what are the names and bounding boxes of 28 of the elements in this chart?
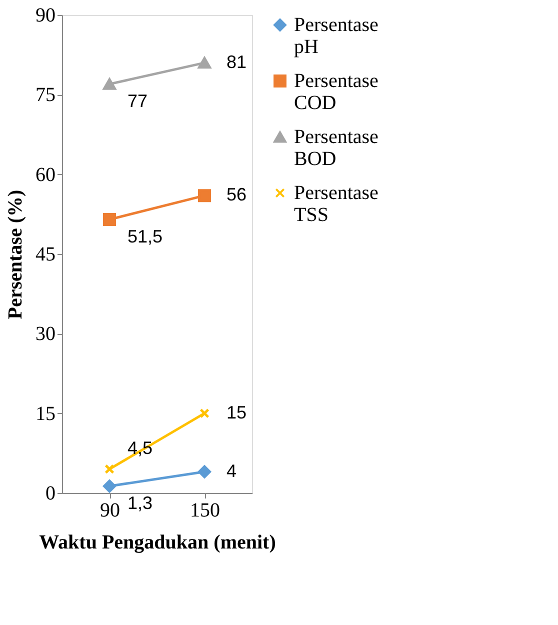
point (200, 408, 210, 418)
data-label: 15 (226, 402, 247, 422)
y-tick-label: 15 (36, 402, 56, 425)
point (104, 464, 114, 474)
data-label: 1,3 (128, 493, 153, 514)
y-tick-label: 60 (36, 164, 56, 186)
legend-label: Persentase BOD (294, 126, 379, 170)
y-tick-label: 30 (36, 323, 56, 346)
data-label: 51,5 (128, 226, 163, 246)
data-label: 81 (226, 52, 247, 72)
legend-label: Persentase pH (294, 14, 379, 58)
y-tick-label: 45 (36, 244, 56, 266)
data-label: 4 (226, 460, 237, 481)
y-tick-label: 75 (36, 84, 56, 106)
point (103, 212, 116, 226)
x-axis-title: Waktu Pengadukan (menit) (39, 532, 276, 554)
x-tick-label: 150 (190, 500, 220, 522)
point (198, 189, 211, 202)
y-tick-label: 90 (36, 4, 56, 26)
data-label: 56 (226, 184, 247, 205)
point (103, 480, 116, 493)
legend-label: Persentase COD (294, 70, 379, 114)
point (198, 57, 211, 69)
y-tick-label: 0 (46, 482, 56, 504)
y-axis-title: Persentase (%) (4, 190, 26, 320)
legend-label: Persentase TSS (294, 182, 379, 226)
point (198, 465, 211, 478)
data-label: 77 (128, 91, 148, 112)
